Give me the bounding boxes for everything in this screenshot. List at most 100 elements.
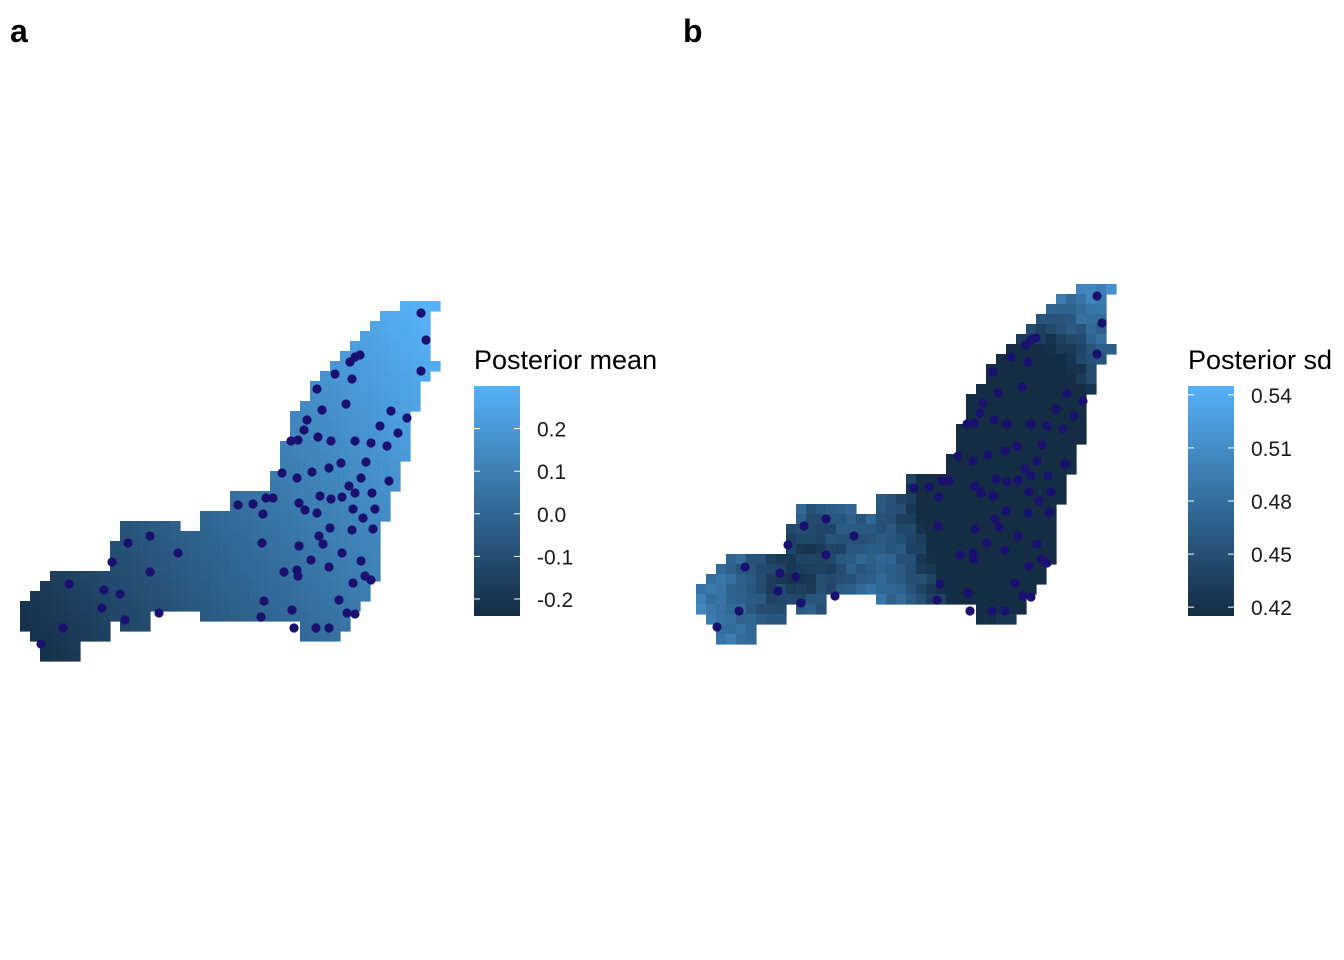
map-cell <box>130 561 141 572</box>
observation-point <box>350 436 360 446</box>
legend-tick-label: 0.45 <box>1251 544 1292 567</box>
observation-point <box>1012 441 1022 451</box>
map-cell <box>856 574 867 585</box>
map-cell <box>746 614 757 625</box>
observation-point <box>1018 591 1028 601</box>
map-cell <box>856 544 867 555</box>
map-cell <box>110 571 121 582</box>
panel-a-map <box>20 301 441 662</box>
map-cell <box>420 311 431 322</box>
map-cell <box>350 361 361 372</box>
map-cell <box>270 511 281 522</box>
map-cell <box>1036 324 1047 335</box>
map-cell <box>1046 444 1057 455</box>
map-cell <box>220 531 231 542</box>
observation-point <box>969 554 979 564</box>
map-cell <box>896 494 907 505</box>
map-cell <box>310 451 321 462</box>
map-cell <box>956 594 967 605</box>
map-cell <box>400 331 411 342</box>
map-cell <box>330 471 341 482</box>
map-cell <box>726 584 737 595</box>
map-cell <box>340 601 351 612</box>
map-cell <box>400 311 411 322</box>
map-cell <box>966 444 977 455</box>
map-cell <box>310 481 321 492</box>
map-cell <box>370 401 381 412</box>
observation-point <box>64 579 74 589</box>
map-cell <box>280 521 291 532</box>
map-cell <box>160 531 171 542</box>
observation-point <box>311 623 321 633</box>
map-cell <box>410 371 421 382</box>
map-cell <box>390 331 401 342</box>
panel-b: b Posterior sd 0.54 0.51 0.48 0.45 0.42 <box>683 13 1332 645</box>
map-cell <box>1006 394 1017 405</box>
map-cell <box>836 574 847 585</box>
map-cell <box>1096 294 1107 305</box>
legend-tick-label: -0.1 <box>537 546 573 569</box>
map-cell <box>886 594 897 605</box>
map-cell <box>1046 394 1057 405</box>
map-cell <box>1066 424 1077 435</box>
map-cell <box>350 441 361 452</box>
map-cell <box>1006 534 1017 545</box>
map-cell <box>330 381 341 392</box>
map-cell <box>240 571 251 582</box>
map-cell <box>996 594 1007 605</box>
observation-point <box>300 505 310 515</box>
map-cell <box>986 424 997 435</box>
map-cell <box>340 451 351 462</box>
map-cell <box>170 541 181 552</box>
map-cell <box>1006 614 1017 625</box>
map-cell <box>350 481 361 492</box>
map-cell <box>1026 534 1037 545</box>
map-cell <box>706 604 717 615</box>
map-cell <box>996 554 1007 565</box>
map-cell <box>290 551 301 562</box>
observation-point <box>355 350 365 360</box>
map-cell <box>190 551 201 562</box>
observation-point <box>402 413 412 423</box>
map-cell <box>330 621 341 632</box>
map-cell <box>410 311 421 322</box>
map-cell <box>926 594 937 605</box>
map-cell <box>280 531 291 542</box>
map-cell <box>1016 414 1027 425</box>
map-cell <box>410 351 421 362</box>
map-cell <box>280 471 291 482</box>
map-cell <box>786 544 797 555</box>
observation-point <box>1024 487 1034 497</box>
map-cell <box>120 531 131 542</box>
map-cell <box>340 351 351 362</box>
map-cell <box>340 381 351 392</box>
map-cell <box>300 481 311 492</box>
map-cell <box>956 474 967 485</box>
observation-point <box>289 623 299 633</box>
map-cell <box>370 371 381 382</box>
map-cell <box>996 494 1007 505</box>
map-cell <box>320 531 331 542</box>
map-cell <box>40 591 51 602</box>
map-cell <box>996 534 1007 545</box>
map-cell <box>1076 404 1087 415</box>
map-cell <box>1066 294 1077 305</box>
map-cell <box>140 601 151 612</box>
observation-point <box>1046 487 1056 497</box>
panel-a-tag: a <box>10 13 28 49</box>
map-cell <box>200 591 211 602</box>
map-cell <box>1096 304 1107 315</box>
map-cell <box>380 371 391 382</box>
map-cell <box>1056 374 1067 385</box>
map-cell <box>370 511 381 522</box>
map-cell <box>1016 494 1027 505</box>
map-cell <box>300 431 311 442</box>
map-cell <box>410 331 421 342</box>
observation-point <box>366 438 376 448</box>
map-cell <box>140 521 151 532</box>
map-cell <box>50 571 61 582</box>
map-cell <box>956 514 967 525</box>
map-cell <box>1006 484 1017 495</box>
observation-point <box>302 415 312 425</box>
map-cell <box>926 474 937 485</box>
